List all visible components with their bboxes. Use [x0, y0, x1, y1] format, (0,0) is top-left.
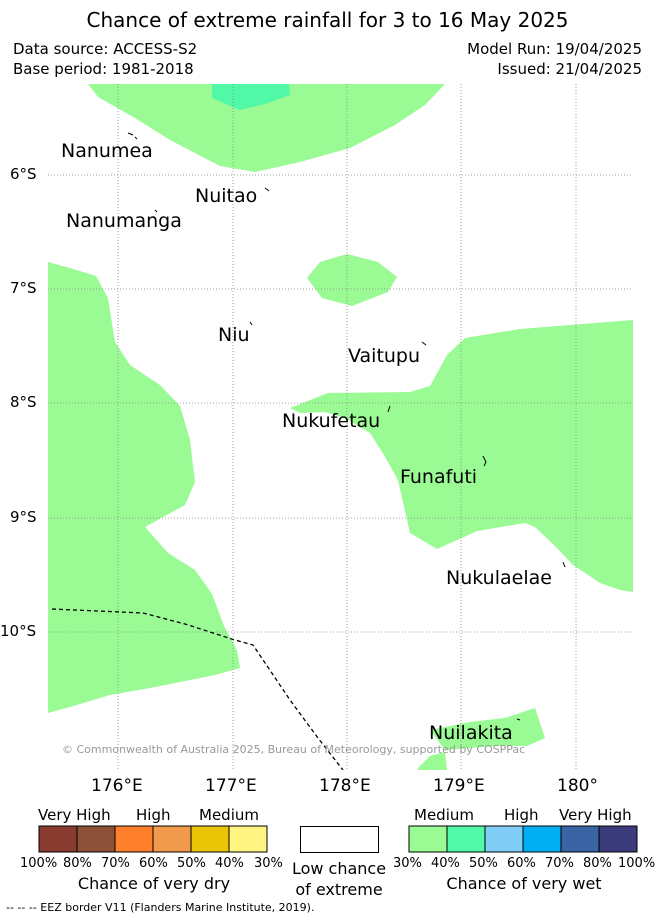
island-label-nanumea: Nanumea [61, 140, 153, 162]
island-label-vaitupu: Vaitupu [348, 345, 421, 367]
wet-region-north-core [212, 84, 290, 110]
wet-pct-80: 80% [583, 856, 612, 871]
wet-level-high: High [504, 806, 539, 824]
wet-pct-30: 30% [393, 856, 422, 871]
base-period: Base period: 1981-2018 [13, 60, 194, 78]
wet-swatch-80-100 [598, 825, 638, 853]
eez-border [51, 608, 344, 770]
wet-region-east [290, 320, 633, 592]
lon-label-180: 180° [557, 776, 598, 796]
wet-region-west [48, 262, 240, 713]
dry-pct-40: 40% [215, 856, 244, 871]
island-label-nuitao: Nuitao [195, 185, 258, 207]
dry-swatch-80-70 [76, 825, 116, 853]
lat-label-10s: 10°S [0, 622, 37, 640]
dry-pct-70: 70% [101, 856, 130, 871]
lat-label-6s: 6°S [10, 165, 37, 183]
eez-footnote: -- -- -- EEZ border V11 (Flanders Marine… [6, 901, 315, 914]
wet-swatch-40-50 [446, 825, 486, 853]
wet-pct-100: 100% [618, 856, 655, 871]
model-run: Model Run: 19/04/2025 [467, 40, 642, 58]
lat-label-9s: 9°S [10, 508, 37, 526]
lat-label-7s: 7°S [10, 279, 37, 297]
lon-label-177e: 177°E [205, 776, 257, 796]
graticule [48, 84, 633, 770]
wet-pct-60: 60% [507, 856, 536, 871]
island-marks [127, 132, 566, 721]
dry-pct-50: 50% [177, 856, 206, 871]
issued-date: Issued: 21/04/2025 [497, 60, 642, 78]
island-label-funafuti: Funafuti [400, 466, 478, 488]
wet-region-north [88, 84, 445, 172]
dry-pct-30: 30% [254, 856, 283, 871]
low-chance-caption-line1: Low chance [291, 859, 387, 878]
island-label-nuilakita: Nuilakita [429, 722, 513, 744]
wet-pct-40: 40% [431, 856, 460, 871]
dry-level-medium: Medium [199, 806, 259, 824]
dry-swatch-100-80 [38, 825, 78, 853]
dry-caption: Chance of very dry [77, 874, 231, 893]
data-source: Data source: ACCESS-S2 [13, 40, 198, 58]
wet-swatch-60-70 [522, 825, 562, 853]
lat-label-8s: 8°S [10, 393, 37, 411]
lon-label-178e: 178°E [319, 776, 371, 796]
low-chance-caption-line2: of extreme [295, 880, 383, 899]
wet-swatch-70-80 [560, 825, 600, 853]
dry-level-high: High [136, 806, 171, 824]
dry-pct-60: 60% [139, 856, 168, 871]
dry-pct-100: 100% [20, 856, 58, 871]
wet-swatch-50-60 [484, 825, 524, 853]
rainfall-map [48, 84, 633, 770]
wet-level-medium: Medium [414, 806, 474, 824]
dry-swatch-70-60 [114, 825, 154, 853]
dry-color-scale [38, 825, 268, 853]
wet-swatch-30-40 [408, 825, 448, 853]
wet-pct-50: 50% [469, 856, 498, 871]
island-label-nukufetau: Nukufetau [282, 410, 381, 432]
wet-pct-70: 70% [545, 856, 574, 871]
dry-level-very-high: Very High [38, 806, 111, 824]
wet-region-south [430, 708, 545, 750]
dry-swatch-50-40 [190, 825, 230, 853]
copyright-text: © Commonwealth of Australia 2025, Bureau… [62, 743, 526, 756]
wet-level-very-high: Very High [559, 806, 632, 824]
low-chance-swatch [300, 826, 379, 853]
wet-region-south-small [418, 752, 447, 770]
dry-pct-80: 80% [63, 856, 92, 871]
map-title: Chance of extreme rainfall for 3 to 16 M… [86, 8, 569, 32]
dry-swatch-60-50 [152, 825, 192, 853]
island-label-nukulaelae: Nukulaelae [446, 567, 552, 589]
island-label-niu: Niu [218, 324, 250, 346]
lon-label-179e: 179°E [433, 776, 485, 796]
island-label-nanumanga: Nanumanga [66, 210, 182, 232]
wet-color-scale [408, 825, 638, 853]
dry-swatch-40-30 [228, 825, 268, 853]
wet-caption: Chance of very wet [446, 874, 602, 893]
lon-label-176e: 176°E [91, 776, 143, 796]
wet-region-center-blob [307, 254, 397, 306]
